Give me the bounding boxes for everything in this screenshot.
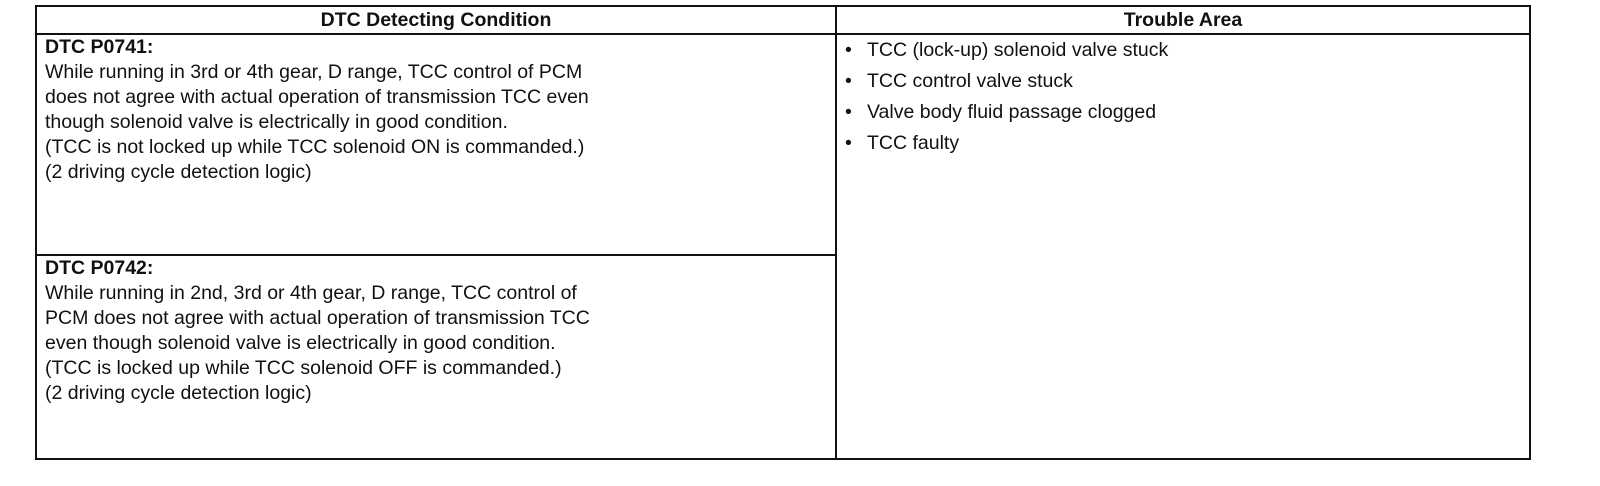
condition-line: though solenoid valve is electrically in… — [45, 111, 508, 133]
header-trouble-area: Trouble Area — [835, 5, 1531, 35]
header-row: DTC Detecting Condition Trouble Area — [35, 5, 1531, 35]
bullet-icon: • — [845, 132, 852, 154]
condition-line: (2 driving cycle detection logic) — [45, 161, 312, 183]
trouble-area-cell: • TCC (lock-up) solenoid valve stuck • TCC… — [835, 33, 1531, 460]
list-item: • TCC faulty — [845, 131, 1521, 162]
condition-line: (2 driving cycle detection logic) — [45, 382, 312, 404]
list-item: • Valve body fluid passage clogged — [845, 100, 1521, 131]
condition-line: (TCC is locked up while TCC solenoid OFF… — [45, 357, 562, 379]
condition-line: PCM does not agree with actual operation… — [45, 307, 590, 329]
condition-line: While running in 2nd, 3rd or 4th gear, D… — [45, 282, 577, 304]
trouble-area-text: TCC control valve stuck — [867, 70, 1073, 92]
condition-line: While running in 3rd or 4th gear, D rang… — [45, 61, 583, 83]
dtc-code: DTC P0742: — [45, 257, 154, 279]
bullet-icon: • — [845, 101, 852, 123]
header-detecting-condition: DTC Detecting Condition — [35, 5, 837, 35]
condition-line: even though solenoid valve is electrical… — [45, 332, 556, 354]
dtc-code: DTC P0741: — [45, 36, 154, 58]
bullet-icon: • — [845, 39, 852, 61]
trouble-area-list: • TCC (lock-up) solenoid valve stuck • TCC… — [845, 35, 1521, 162]
table-row: DTC P0741: While running in 3rd or 4th g… — [35, 33, 1531, 460]
bullet-icon: • — [845, 70, 852, 92]
trouble-area-text: TCC (lock-up) solenoid valve stuck — [867, 39, 1169, 61]
trouble-area-text: TCC faulty — [867, 132, 960, 154]
condition-line: (TCC is not locked up while TCC solenoid… — [45, 136, 585, 158]
table-row: DTC P0742: While running in 2nd, 3rd or … — [35, 254, 1530, 460]
list-item: • TCC control valve stuck — [845, 69, 1521, 100]
condition-line: does not agree with actual operation of … — [45, 86, 589, 108]
dtc-table: DTC Detecting Condition Trouble Area DTC… — [35, 5, 1531, 460]
condition-cell-p0742: DTC P0742: While running in 2nd, 3rd or … — [35, 254, 837, 460]
condition-cell-p0741: DTC P0741: While running in 3rd or 4th g… — [35, 33, 837, 256]
trouble-area-text: Valve body fluid passage clogged — [867, 101, 1157, 123]
list-item: • TCC (lock-up) solenoid valve stuck — [845, 38, 1521, 69]
